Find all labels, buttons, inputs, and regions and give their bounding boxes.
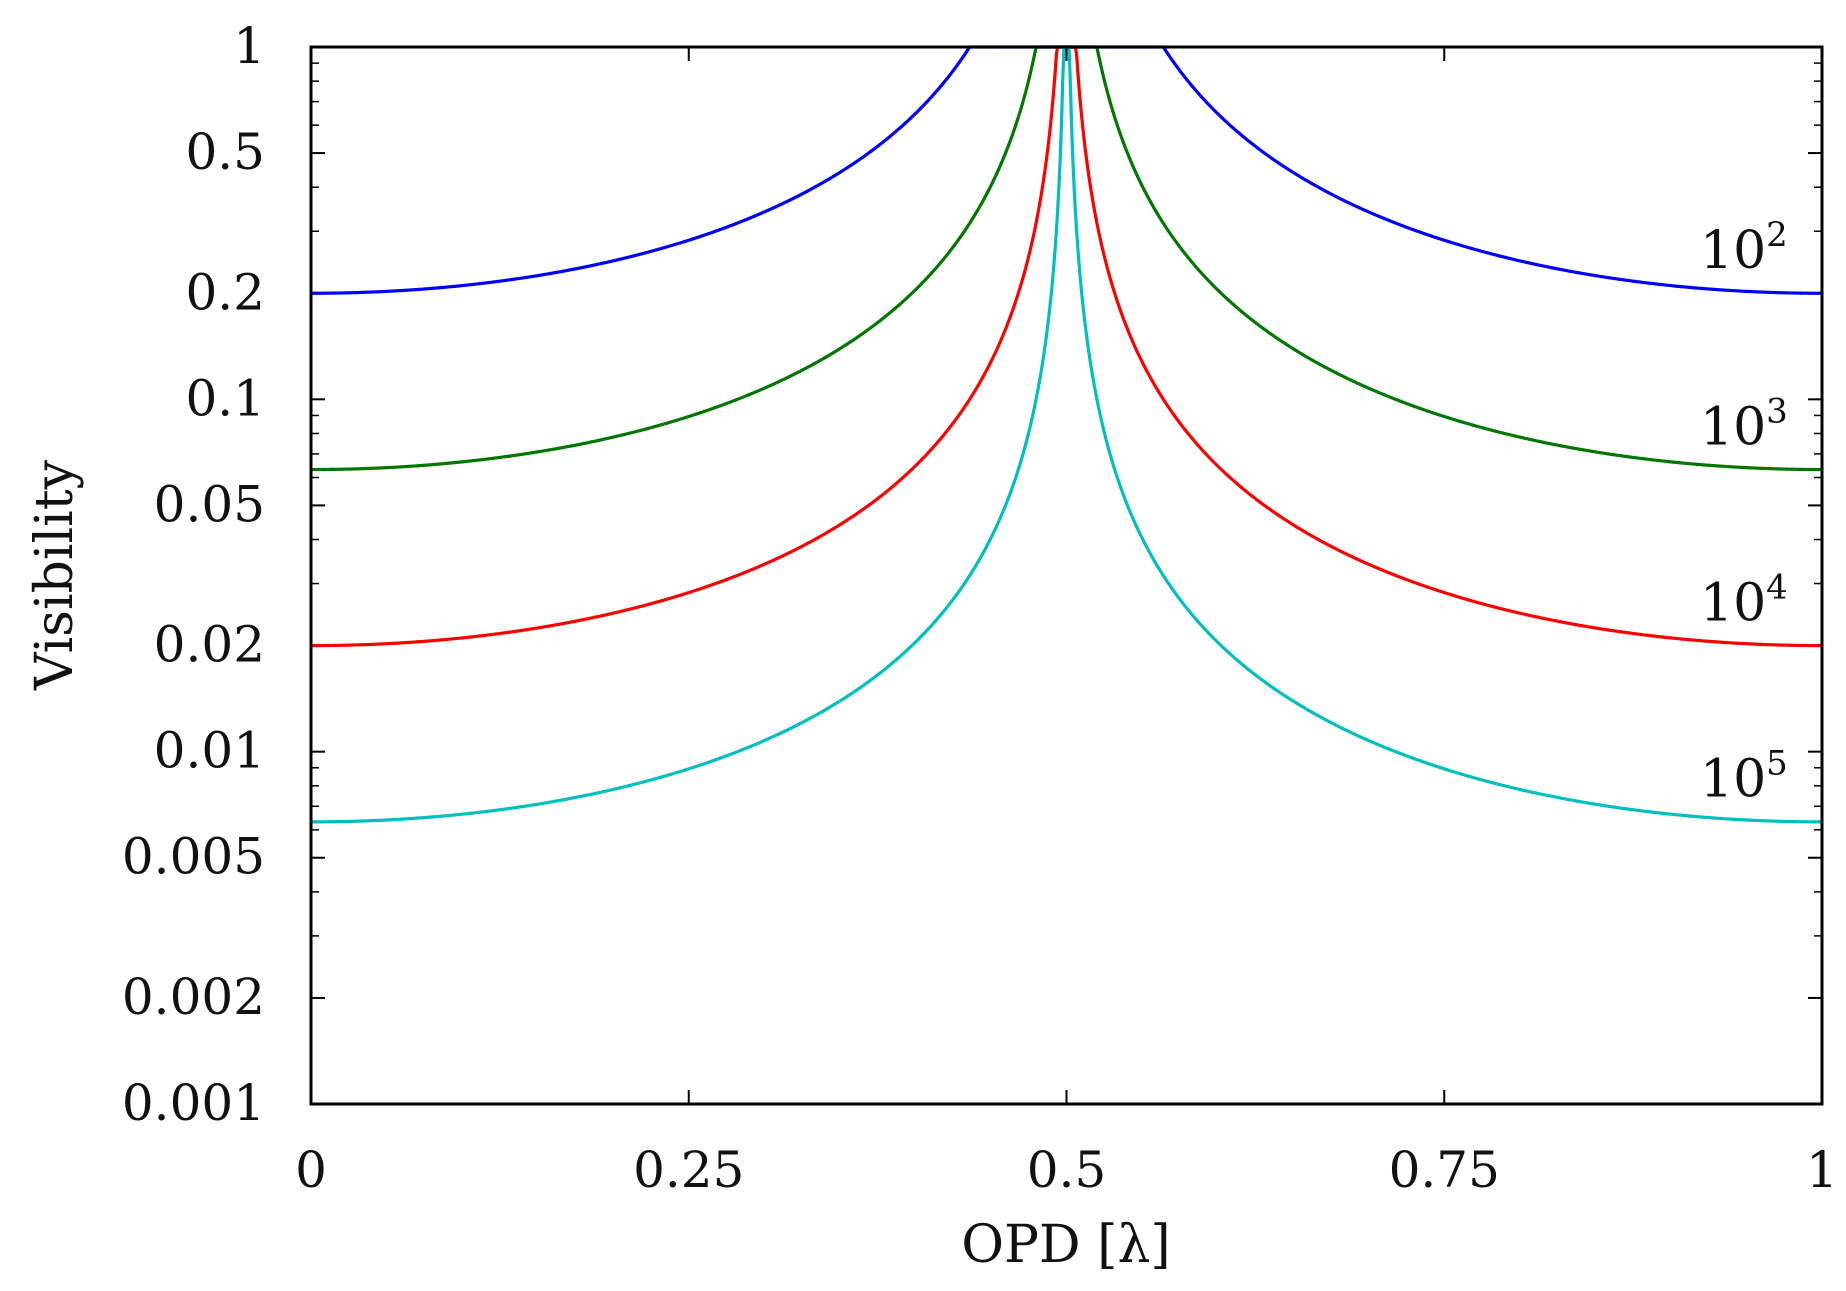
x-axis-label: OPD [λ] xyxy=(961,1215,1170,1275)
axis-ticks xyxy=(310,46,1823,1105)
y-axis-label: Visibility xyxy=(25,459,85,691)
y-tick-label: 0.02 xyxy=(154,616,265,674)
series-label-104: 104 xyxy=(1700,567,1788,633)
x-tick-label: 0.25 xyxy=(633,1141,744,1199)
y-tick-label: 0.2 xyxy=(185,263,265,321)
series-line-103 xyxy=(310,45,1823,472)
y-tick-label: 0.002 xyxy=(122,968,265,1026)
y-tick-label: 0.1 xyxy=(185,369,265,427)
y-tick-label: 0.005 xyxy=(122,828,265,886)
series-label-102: 102 xyxy=(1700,215,1788,281)
series-line-102 xyxy=(310,45,1823,295)
series-label-105: 105 xyxy=(1700,744,1788,810)
series-line-105 xyxy=(310,45,1823,824)
y-tick-label: 1 xyxy=(233,17,265,75)
x-tick-label: 0 xyxy=(295,1141,327,1199)
x-tick-labels: 0 0.25 0.5 0.75 1 xyxy=(295,1141,1838,1199)
y-tick-labels: 1 0.5 0.2 0.1 0.05 0.02 0.01 0.005 0.002 0.001 xyxy=(122,17,265,1132)
x-tick-label: 0.75 xyxy=(1389,1141,1500,1199)
series-label-103: 103 xyxy=(1700,391,1788,457)
x-tick-label: 1 xyxy=(1806,1141,1838,1199)
x-tick-label: 0.5 xyxy=(1027,1141,1107,1199)
y-tick-label: 0.05 xyxy=(154,475,265,533)
y-tick-label: 0.5 xyxy=(185,123,265,181)
series-labels: 102 103 104 105 xyxy=(1700,215,1788,810)
series-line-104 xyxy=(310,45,1823,648)
y-tick-label: 0.001 xyxy=(122,1074,265,1132)
series-layer xyxy=(310,45,1823,824)
plot-frame xyxy=(309,45,1824,1106)
y-tick-label: 0.01 xyxy=(154,722,265,780)
